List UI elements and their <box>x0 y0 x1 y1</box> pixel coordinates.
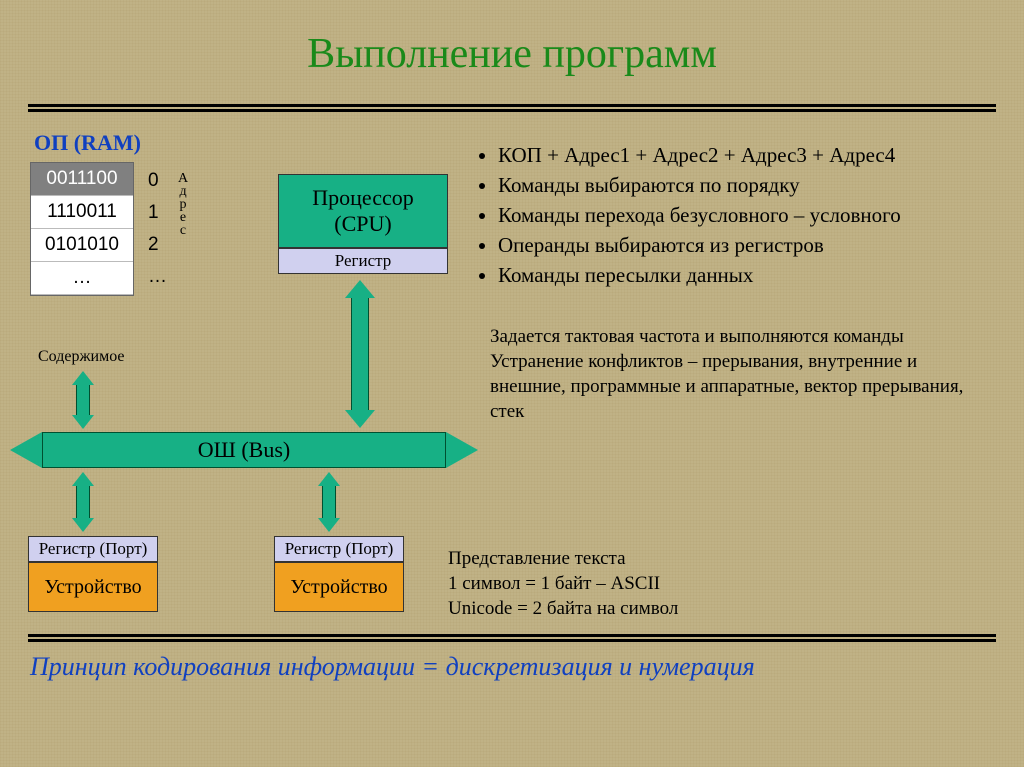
arrow-dev1-bus <box>72 472 94 532</box>
divider-bottom <box>28 634 996 642</box>
ram-address: 1 <box>148 197 167 229</box>
device1-register-port: Регистр (Порт) <box>28 536 158 562</box>
ram-address-column: 012… <box>148 165 167 293</box>
ram-address: … <box>148 261 167 293</box>
bullet-item: Команды пересылки данных <box>498 260 1008 290</box>
slide-title: Выполнение программ <box>0 30 1024 78</box>
bus-arrow-right <box>446 432 478 468</box>
arrow-cpu-bus <box>345 280 375 428</box>
ram-cell: 0101010 <box>31 229 133 262</box>
ram-cell: 0011100 <box>31 163 133 196</box>
cpu-line1: Процессор <box>279 185 447 211</box>
device2-box: Устройство <box>274 562 404 612</box>
ram-address-vertical-label: Адрес <box>176 172 190 237</box>
bullet-item: Команды перехода безусловного – условног… <box>498 200 1008 230</box>
arrow-ram-bus <box>72 371 94 429</box>
cpu-box: Процессор (CPU) <box>278 174 448 248</box>
bus-bar: ОШ (Bus) <box>42 432 446 468</box>
divider-top <box>28 104 996 112</box>
ram-table: 001110011100110101010… <box>30 162 134 296</box>
cpu-register: Регистр <box>278 248 448 274</box>
bullet-item: Команды выбираются по порядку <box>498 170 1008 200</box>
device1-box: Устройство <box>28 562 158 612</box>
device2-register-port: Регистр (Порт) <box>274 536 404 562</box>
bus-label: ОШ (Bus) <box>198 437 290 463</box>
bullet-item: КОП + Адрес1 + Адрес2 + Адрес3 + Адрес4 <box>498 140 1008 170</box>
bottom-paragraph: Представление текста 1 символ = 1 байт –… <box>448 546 948 621</box>
arrow-dev2-bus <box>318 472 340 532</box>
ram-content-label: Содержимое <box>38 348 125 366</box>
cpu-line2: (CPU) <box>279 211 447 237</box>
ram-cell: 1110011 <box>31 196 133 229</box>
footer-text: Принцип кодирования информации = дискрет… <box>30 652 755 682</box>
bullet-item: Операнды выбираются из регистров <box>498 230 1008 260</box>
ram-address: 0 <box>148 165 167 197</box>
ram-address: 2 <box>148 229 167 261</box>
middle-paragraph: Задается тактовая частота и выполняются … <box>490 324 990 424</box>
bullet-list: КОП + Адрес1 + Адрес2 + Адрес3 + Адрес4К… <box>478 140 1008 290</box>
bus-arrow-left <box>10 432 42 468</box>
ram-cell: … <box>31 262 133 295</box>
ram-label: ОП (RAM) <box>34 130 141 156</box>
